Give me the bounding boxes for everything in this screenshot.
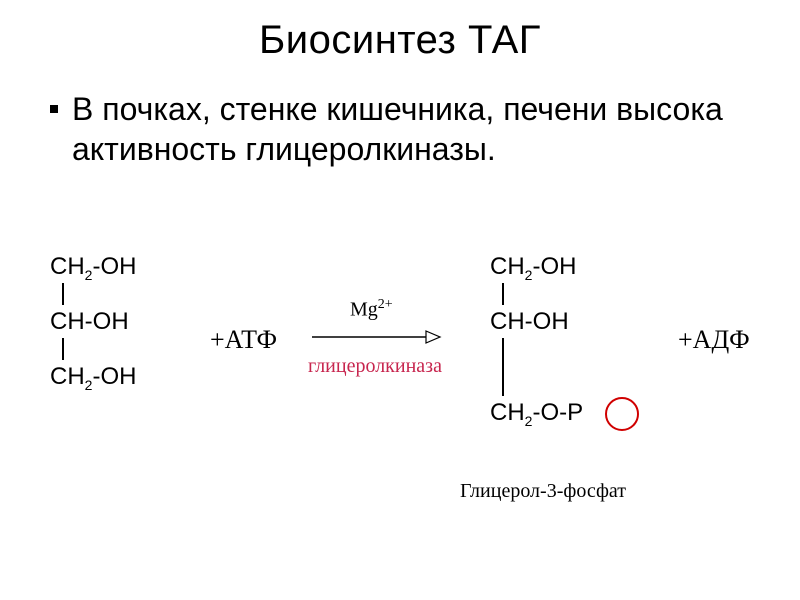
product-line3: CH2-O-P	[490, 401, 583, 428]
product-name-label: Глицерол-3-фосфат	[460, 480, 626, 503]
cofactor-label: Mg2+	[350, 297, 393, 322]
product-line1-ch: CH	[490, 253, 525, 280]
product-line1-tail: -OH	[532, 253, 576, 280]
bullet-dot	[50, 105, 58, 113]
reactant-line1-tail: -OH	[92, 253, 136, 280]
reactant-bond1	[62, 283, 64, 305]
product-phosphate: P	[567, 399, 583, 426]
reactant-line1-ch: CH	[50, 253, 85, 280]
phosphate-highlight-circle	[605, 397, 639, 431]
cofactor-charge: 2+	[378, 297, 393, 312]
cofactor-symbol: Mg	[350, 299, 378, 321]
bullet-block: В почках, стенке кишечника, печени высок…	[50, 89, 760, 169]
product-bond2	[502, 338, 504, 396]
reactant-line3-ch: CH	[50, 363, 85, 390]
product-bond1	[502, 283, 504, 305]
product-line1: CH2-OH	[490, 255, 576, 282]
product-line3-tail: -O-	[532, 399, 567, 426]
enzyme-label: глицеролкиназа	[308, 355, 442, 378]
reactant-bond2	[62, 338, 64, 360]
bullet-text: В почках, стенке кишечника, печени высок…	[72, 89, 760, 169]
atp-label: +АТФ	[210, 325, 277, 355]
reactant-line3: CH2-OH	[50, 365, 136, 392]
reactant-line3-tail: -OH	[92, 363, 136, 390]
page-title: Биосинтез ТАГ	[0, 0, 800, 63]
reaction-arrow	[312, 327, 442, 347]
adp-label: +АДФ	[678, 325, 750, 355]
product-line3-ch: CH	[490, 399, 525, 426]
reactant-line1: CH2-OH	[50, 255, 136, 282]
product-line2: CH-OH	[490, 310, 569, 334]
reactant-line2: CH-OH	[50, 310, 129, 334]
